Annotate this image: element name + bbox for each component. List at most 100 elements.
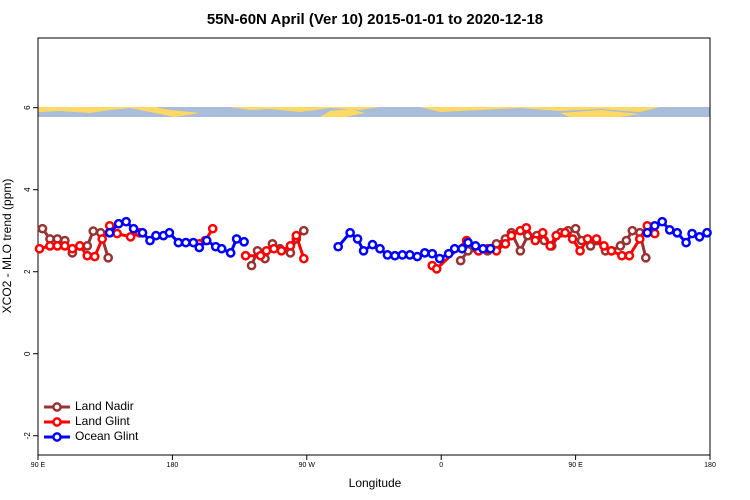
- data-point: [188, 237, 199, 248]
- data-point: [640, 252, 651, 263]
- data-point: [570, 223, 581, 234]
- data-point: [463, 237, 473, 248]
- data-point: [478, 243, 488, 254]
- legend-marker: [52, 402, 62, 412]
- data-point: [67, 243, 78, 254]
- data-point: [702, 227, 712, 238]
- x-tick-label: 90 E: [31, 462, 46, 469]
- data-point: [298, 253, 309, 264]
- data-point: [449, 243, 460, 254]
- data-point: [560, 227, 570, 238]
- data-point: [285, 241, 296, 251]
- data-point: [37, 223, 48, 234]
- data-point: [137, 227, 148, 238]
- y-axis-label: XCO2 - MLO trend (ppm): [0, 179, 14, 314]
- data-point: [642, 227, 653, 238]
- data-point: [545, 241, 556, 251]
- data-point: [382, 250, 393, 260]
- data-point: [151, 230, 161, 241]
- data-point: [617, 250, 627, 261]
- data-point: [457, 243, 467, 254]
- data-point: [649, 228, 660, 239]
- x-tick-label: 180: [704, 462, 716, 469]
- data-point: [240, 250, 251, 261]
- data-point: [515, 245, 526, 256]
- data-point: [506, 230, 517, 241]
- data-point: [60, 241, 70, 251]
- data-point: [112, 228, 122, 239]
- data-point: [419, 248, 430, 258]
- data-point: [672, 227, 682, 238]
- data-point: [180, 237, 191, 248]
- data-point: [113, 218, 124, 229]
- data-point: [201, 235, 212, 246]
- data-point: [89, 251, 100, 262]
- data-point: [575, 245, 585, 256]
- data-point: [694, 232, 705, 242]
- data-point: [104, 227, 115, 238]
- x-tick-label: 90 E: [568, 462, 583, 469]
- data-point: [627, 225, 638, 236]
- data-point: [390, 250, 400, 261]
- data-point: [649, 220, 660, 231]
- data-point: [298, 225, 309, 236]
- data-point: [246, 260, 257, 271]
- data-point: [434, 253, 445, 264]
- data-point: [125, 232, 136, 242]
- legend-label: Land Nadir: [75, 399, 134, 413]
- data-point: [606, 245, 617, 256]
- data-point: [431, 263, 442, 274]
- data-point: [34, 243, 45, 254]
- x-tick-label: 180: [167, 462, 179, 469]
- data-point: [255, 250, 266, 261]
- y-tick-label: 0: [23, 351, 32, 356]
- data-point: [121, 216, 131, 227]
- data-point: [145, 235, 155, 246]
- data-point: [103, 252, 114, 263]
- data-point: [404, 250, 415, 260]
- map-strip: [38, 107, 710, 117]
- data-point: [485, 243, 496, 254]
- legend-label: Land Glint: [75, 414, 130, 428]
- data-point: [537, 227, 548, 238]
- x-axis-label: Longitude: [349, 476, 402, 490]
- data-point: [128, 223, 139, 234]
- data-point: [412, 251, 423, 262]
- data-point: [687, 228, 697, 239]
- data-point: [352, 234, 363, 244]
- y-tick-label: 6: [23, 105, 32, 110]
- data-point: [261, 245, 272, 256]
- data-point: [225, 248, 236, 258]
- data-point: [291, 230, 302, 241]
- data-point: [681, 237, 691, 248]
- data-point: [239, 236, 249, 247]
- data-point: [74, 241, 85, 251]
- x-tick-label: 90 W: [299, 462, 316, 469]
- data-point: [624, 250, 635, 261]
- y-tick-label: -2: [23, 432, 32, 440]
- data-point: [333, 241, 344, 252]
- data-point: [345, 227, 355, 238]
- data-point: [615, 241, 626, 251]
- data-point: [231, 234, 242, 244]
- data-point: [216, 243, 227, 254]
- data-point: [207, 223, 218, 234]
- legend-label: Ocean Glint: [75, 429, 139, 443]
- data-point: [45, 241, 55, 251]
- data-point: [164, 227, 175, 238]
- data-point: [599, 241, 609, 251]
- legend-marker: [52, 432, 62, 442]
- data-point: [269, 243, 279, 254]
- data-point: [455, 255, 466, 266]
- data-point: [530, 235, 541, 246]
- data-point: [367, 239, 378, 250]
- data-point: [173, 237, 184, 248]
- data-point: [375, 243, 385, 254]
- data-point: [521, 222, 532, 233]
- legend-marker: [52, 417, 62, 427]
- chart-title: 55N-60N April (Ver 10) 2015-01-01 to 202…: [207, 11, 543, 28]
- data-point: [551, 230, 562, 241]
- y-tick-label: 2: [23, 269, 32, 274]
- data-point: [82, 241, 93, 251]
